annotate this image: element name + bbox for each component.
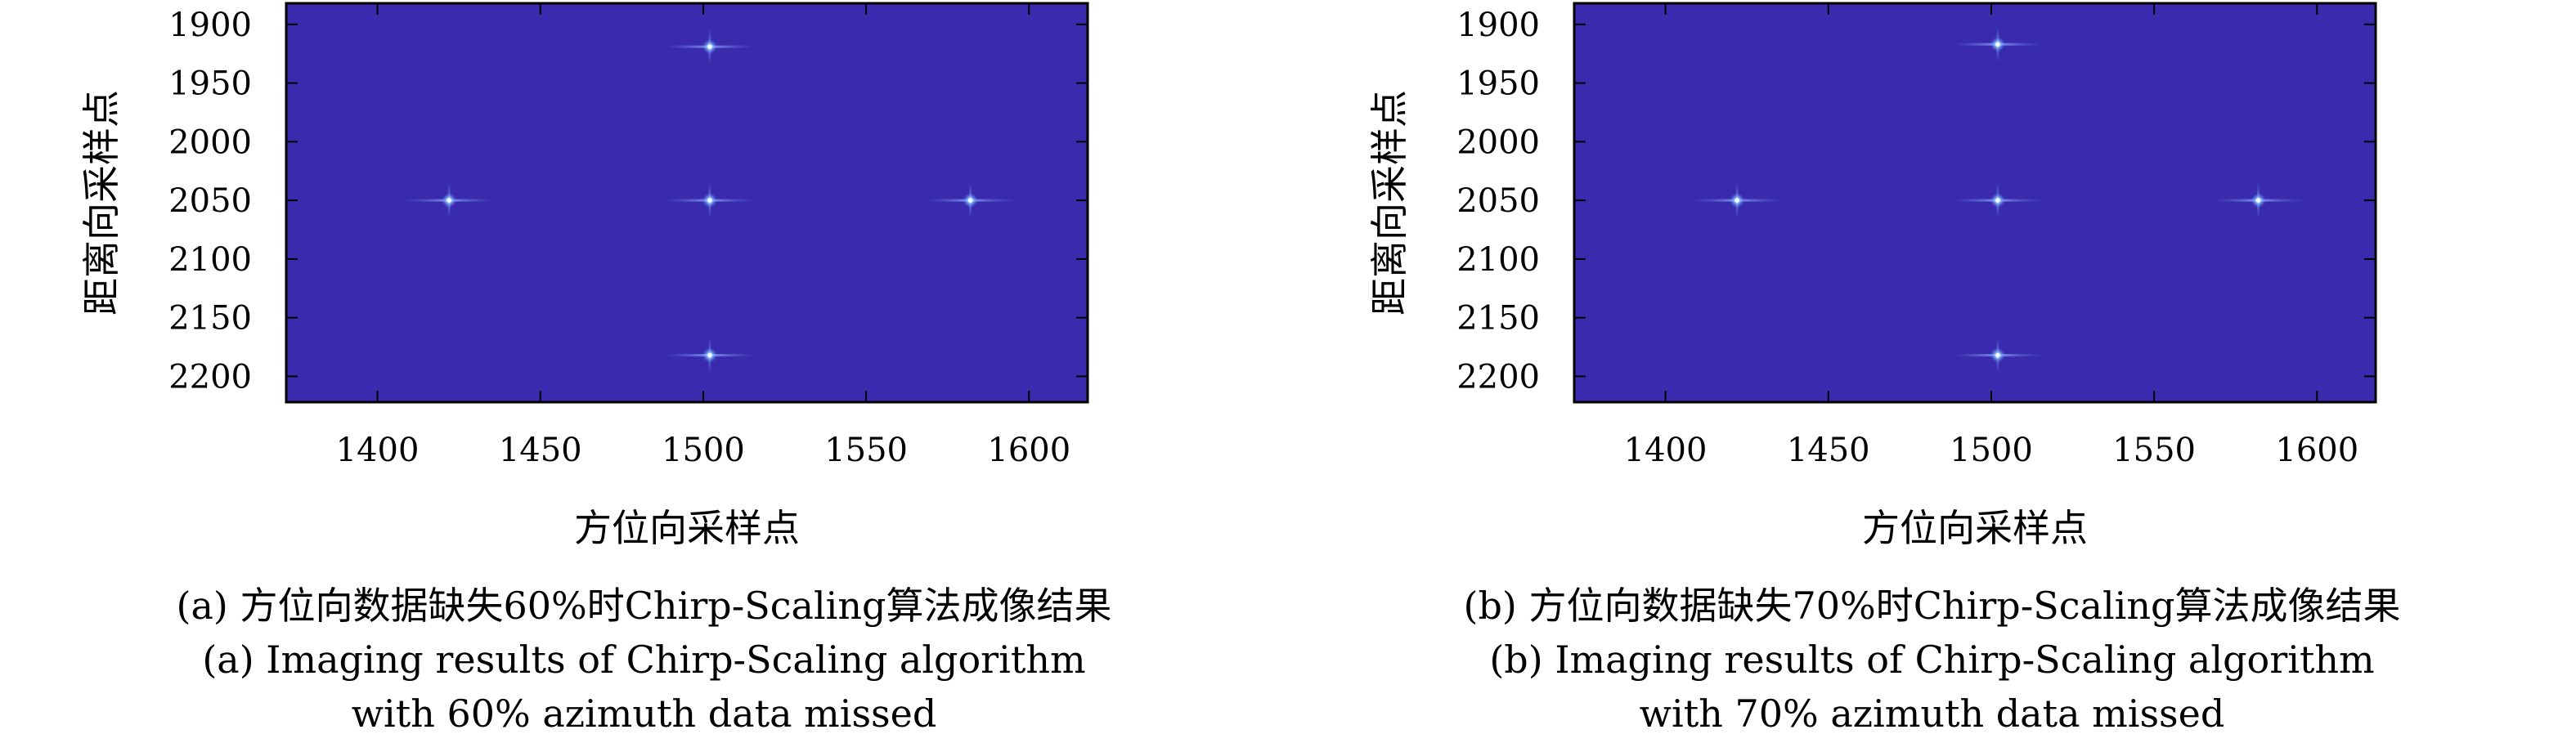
caption-en-line1-a: (a) Imaging results of Chirp-Scaling alg… (202, 638, 1086, 682)
y-tick-label: 2200 (1456, 358, 1540, 396)
y-tick-label: 1900 (168, 7, 252, 44)
y-tick-label: 2000 (1456, 123, 1540, 161)
point-target-2 (404, 182, 495, 219)
y-tick-label: 1950 (1456, 65, 1540, 103)
y-tick-label: 2100 (1456, 241, 1540, 279)
y-tick-label: 2150 (168, 300, 252, 338)
point-target-4 (2213, 182, 2304, 219)
x-tick-label: 1600 (987, 432, 1070, 469)
chart-panel-b: 1400 1450 1500 1550 1600 1900 1950 2000 2050 2100… (1288, 0, 2576, 743)
y-tick-label: 2050 (1456, 182, 1540, 220)
plot-frame (285, 2, 1089, 404)
point-target-5 (1952, 337, 2043, 374)
y-axis-label: 距离向采样点 (1367, 90, 1411, 316)
y-tick-label: 2200 (168, 358, 252, 396)
y-tick-label: 2150 (1456, 300, 1540, 338)
x-tick-label: 1550 (824, 432, 908, 469)
x-tick-label: 1550 (2112, 432, 2196, 469)
point-target-3 (664, 182, 755, 219)
y-tick-label: 2100 (168, 241, 252, 279)
caption-en-line1-b: (b) Imaging results of Chirp-Scaling alg… (1489, 638, 2375, 682)
plot-frame (1573, 2, 2377, 404)
caption-en-line2-b: with 70% azimuth data missed (1639, 692, 2225, 736)
chart-a-svg: 1400 1450 1500 1550 1600 1900 1950 2000 2050 2100… (79, 2, 1089, 550)
point-target-1 (1952, 26, 2043, 63)
heatmap-background (286, 3, 1088, 402)
caption-cn-a: (a) 方位向数据缺失60%时Chirp-Scaling算法成像结果 (176, 584, 1112, 628)
x-axis-label: 方位向采样点 (574, 506, 800, 550)
x-tick-label: 1400 (1624, 432, 1708, 469)
point-target-5 (664, 337, 755, 374)
x-axis-label: 方位向采样点 (1862, 506, 2088, 550)
y-tick-label: 2050 (168, 182, 252, 220)
x-tick-label: 1450 (1787, 432, 1870, 469)
x-tick-label: 1500 (1950, 432, 2033, 469)
chart-b-svg: 1400 1450 1500 1550 1600 1900 1950 2000 2050 2100… (1367, 2, 2377, 550)
y-tick-label: 1950 (168, 65, 252, 103)
chart-panel-a: 1400 1450 1500 1550 1600 1900 1950 2000 2050 2100… (79, 2, 1112, 736)
heatmap-background (1574, 3, 2376, 402)
caption-en-line2-a: with 60% azimuth data missed (351, 692, 937, 736)
x-tick-label: 1450 (499, 432, 582, 469)
x-tick-label: 1600 (2275, 432, 2358, 469)
y-tick-label: 2000 (168, 123, 252, 161)
point-target-1 (664, 29, 755, 65)
point-target-4 (925, 182, 1016, 219)
point-target-2 (1692, 182, 1783, 219)
point-target-3 (1952, 182, 2043, 219)
y-axis-label: 距离向采样点 (79, 90, 123, 316)
y-tick-label: 1900 (1456, 7, 1540, 44)
x-tick-label: 1400 (336, 432, 420, 469)
x-tick-label: 1500 (662, 432, 745, 469)
caption-cn-b: (b) 方位向数据缺失70%时Chirp-Scaling算法成像结果 (1463, 584, 2401, 628)
